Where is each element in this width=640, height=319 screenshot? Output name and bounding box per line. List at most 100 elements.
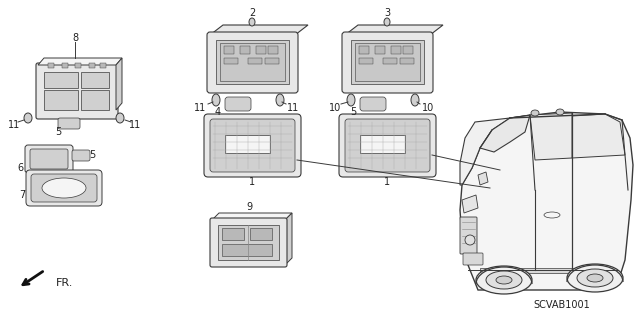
Polygon shape — [210, 25, 308, 35]
Bar — [75, 63, 81, 68]
Text: 2: 2 — [249, 8, 255, 18]
Bar — [403, 46, 413, 54]
Polygon shape — [480, 115, 530, 152]
FancyBboxPatch shape — [225, 97, 251, 111]
Bar — [240, 46, 250, 54]
FancyBboxPatch shape — [345, 119, 430, 172]
Polygon shape — [38, 58, 122, 65]
Ellipse shape — [212, 94, 220, 106]
Bar — [100, 63, 106, 68]
Text: 10: 10 — [329, 103, 341, 113]
Text: 3: 3 — [384, 8, 390, 18]
Bar — [391, 46, 401, 54]
Bar — [265, 58, 279, 64]
FancyBboxPatch shape — [342, 32, 433, 93]
Ellipse shape — [496, 276, 512, 284]
Polygon shape — [116, 58, 122, 110]
Polygon shape — [530, 113, 572, 160]
Polygon shape — [572, 114, 625, 158]
Text: 1: 1 — [384, 177, 390, 187]
FancyBboxPatch shape — [210, 119, 295, 172]
Ellipse shape — [587, 274, 603, 282]
Ellipse shape — [276, 94, 284, 106]
Bar — [222, 244, 272, 256]
Ellipse shape — [384, 18, 390, 26]
Ellipse shape — [116, 113, 124, 123]
Bar — [89, 63, 95, 68]
Text: 11: 11 — [194, 103, 206, 113]
Bar — [62, 63, 68, 68]
Polygon shape — [478, 172, 488, 185]
Bar — [360, 135, 405, 153]
FancyBboxPatch shape — [463, 253, 483, 265]
FancyBboxPatch shape — [460, 217, 477, 254]
Ellipse shape — [531, 110, 539, 116]
Bar — [400, 58, 414, 64]
Polygon shape — [212, 213, 292, 220]
Text: 1: 1 — [249, 177, 255, 187]
FancyBboxPatch shape — [26, 170, 102, 206]
Text: FR.: FR. — [56, 278, 74, 288]
Ellipse shape — [249, 18, 255, 26]
FancyBboxPatch shape — [204, 114, 301, 177]
Ellipse shape — [567, 264, 623, 292]
Bar — [224, 46, 234, 54]
Text: 8: 8 — [72, 33, 78, 43]
Text: 4: 4 — [215, 107, 221, 117]
Bar — [225, 135, 270, 153]
Polygon shape — [285, 213, 292, 265]
Ellipse shape — [465, 235, 475, 245]
Bar — [216, 40, 289, 84]
Bar — [248, 58, 262, 64]
FancyBboxPatch shape — [31, 174, 97, 202]
FancyBboxPatch shape — [72, 150, 90, 161]
FancyBboxPatch shape — [339, 114, 436, 177]
Ellipse shape — [347, 94, 355, 106]
Bar — [44, 90, 78, 110]
FancyBboxPatch shape — [210, 218, 287, 267]
Bar — [220, 43, 285, 81]
Text: 11: 11 — [287, 103, 299, 113]
Bar — [383, 58, 397, 64]
Text: 5: 5 — [89, 150, 95, 160]
Text: 6: 6 — [17, 163, 23, 173]
Ellipse shape — [544, 212, 560, 218]
Text: 11: 11 — [8, 120, 20, 130]
Bar — [218, 225, 279, 260]
Bar — [268, 46, 278, 54]
Bar — [250, 228, 272, 240]
Text: 7: 7 — [19, 190, 25, 200]
Ellipse shape — [486, 271, 522, 289]
Text: 9: 9 — [246, 202, 252, 212]
FancyBboxPatch shape — [360, 97, 386, 111]
Bar — [222, 228, 244, 240]
Bar — [359, 46, 369, 54]
Bar — [375, 46, 385, 54]
Bar — [359, 58, 373, 64]
Text: SCVAB1001: SCVAB1001 — [534, 300, 590, 310]
Bar — [351, 40, 424, 84]
Text: 11: 11 — [129, 120, 141, 130]
Ellipse shape — [476, 266, 532, 294]
Text: 5: 5 — [55, 127, 61, 137]
Ellipse shape — [24, 113, 32, 123]
FancyBboxPatch shape — [25, 145, 73, 173]
Polygon shape — [345, 25, 443, 35]
Text: 10: 10 — [422, 103, 434, 113]
Polygon shape — [462, 195, 478, 213]
Ellipse shape — [411, 94, 419, 106]
Bar — [81, 90, 109, 110]
Bar — [480, 268, 610, 273]
Bar — [224, 58, 238, 64]
FancyBboxPatch shape — [58, 118, 80, 129]
Bar — [81, 72, 109, 88]
FancyBboxPatch shape — [36, 63, 118, 119]
Bar — [256, 46, 266, 54]
Bar — [48, 63, 54, 68]
FancyBboxPatch shape — [30, 149, 68, 169]
FancyBboxPatch shape — [207, 32, 298, 93]
Polygon shape — [460, 118, 510, 185]
Bar — [355, 43, 420, 81]
Ellipse shape — [42, 178, 86, 198]
Polygon shape — [460, 112, 633, 290]
